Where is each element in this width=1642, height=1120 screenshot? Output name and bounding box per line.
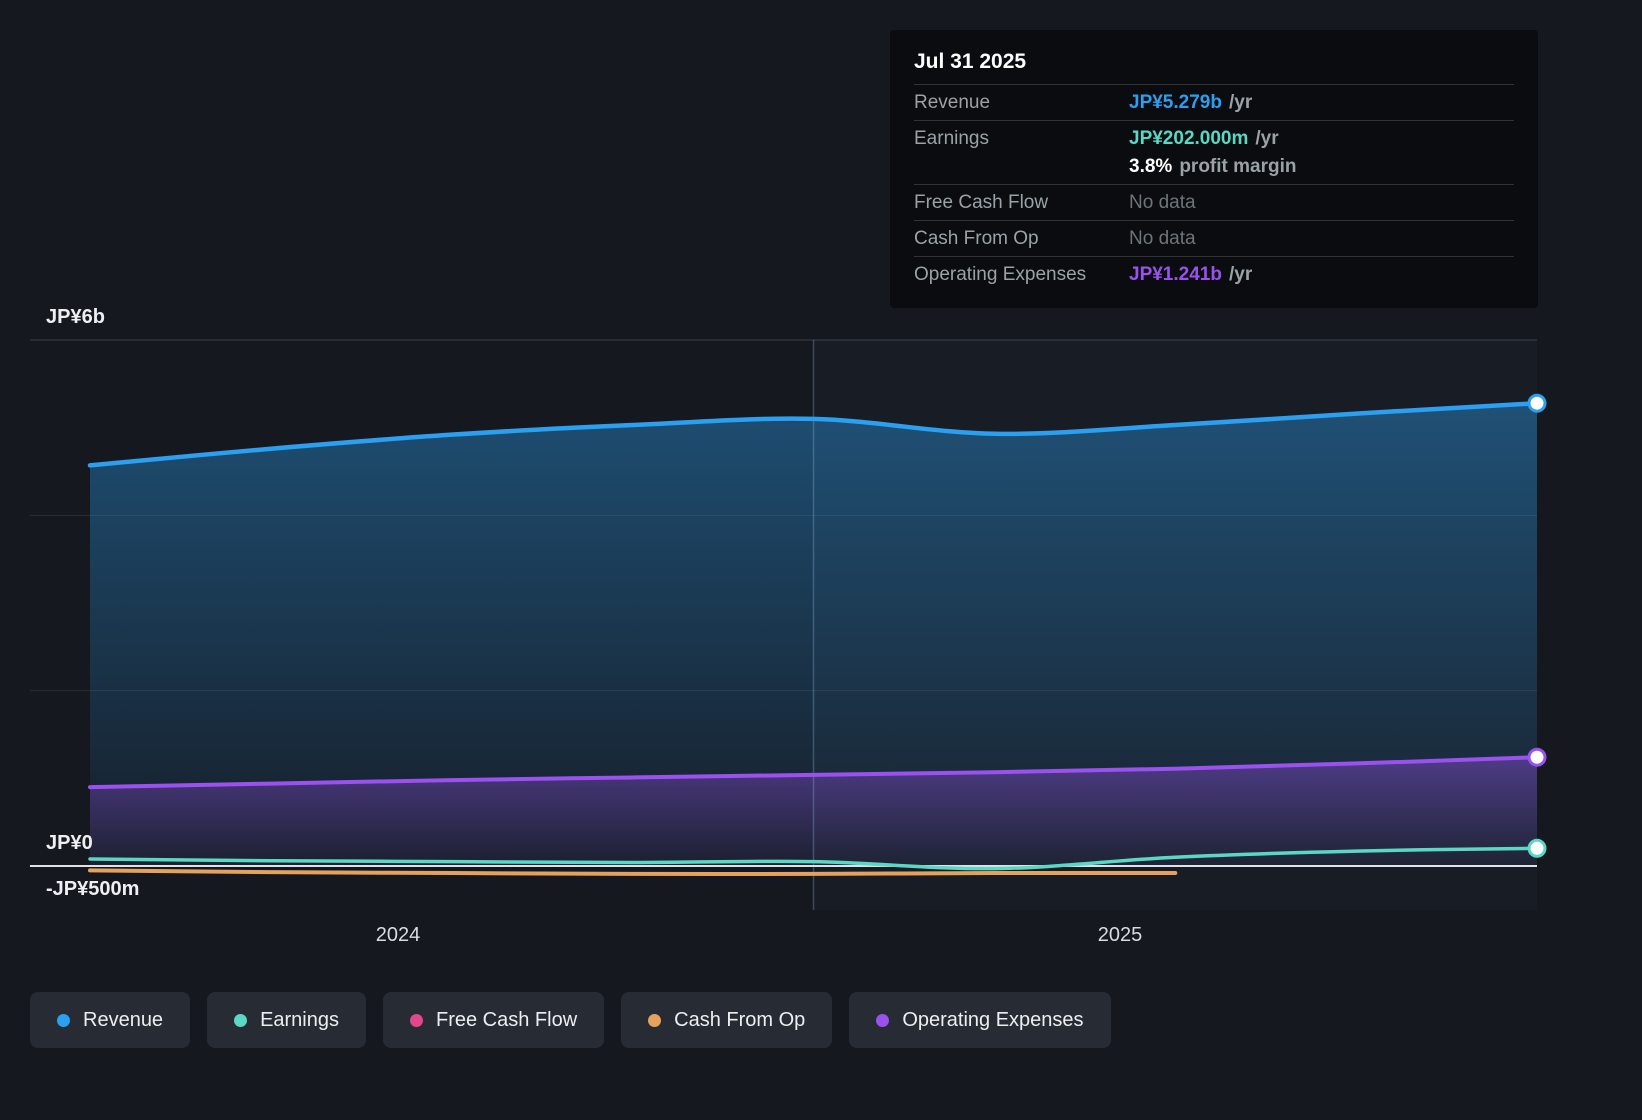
- legend-item-earnings[interactable]: Earnings: [207, 992, 366, 1048]
- legend-label: Revenue: [83, 1008, 164, 1031]
- tooltip-row-operating-expenses: Operating Expenses JP¥1.241b /yr: [914, 256, 1514, 292]
- tooltip-row-profit-margin: 3.8% profit margin: [914, 156, 1514, 184]
- tooltip-suffix: /yr: [1228, 92, 1253, 113]
- legend-label: Cash From Op: [674, 1008, 806, 1031]
- area-fills: [90, 403, 1537, 866]
- tooltip-suffix: profit margin: [1179, 156, 1297, 177]
- x-axis-label-2025: 2025: [1097, 924, 1143, 946]
- series-lines: [87, 400, 1540, 876]
- legend: Revenue Earnings Free Cash Flow Cash Fro…: [30, 992, 1111, 1048]
- free-cash-flow-dot-icon: [410, 1013, 423, 1027]
- cash-from-op-dot-icon: [648, 1013, 662, 1027]
- tooltip-label: Earnings: [914, 128, 989, 149]
- tooltip-label: Cash From Op: [914, 228, 1039, 249]
- legend-label: Free Cash Flow: [436, 1008, 578, 1031]
- tooltip-row-revenue: Revenue JP¥5.279b /yr: [914, 84, 1514, 120]
- tooltip-value: 3.8%: [1129, 156, 1173, 177]
- earnings-dot-icon: [234, 1013, 248, 1027]
- tooltip-label: Operating Expenses: [914, 264, 1087, 285]
- tooltip-suffix: /yr: [1255, 128, 1279, 149]
- tooltip-label: Free Cash Flow: [914, 192, 1049, 213]
- legend-item-operating-expenses[interactable]: Operating Expenses: [849, 992, 1111, 1048]
- tooltip-row-cash-from-op: Cash From Op No data: [914, 220, 1514, 256]
- y-axis-label-6b: JP¥6b: [46, 306, 105, 328]
- legend-item-revenue[interactable]: Revenue: [30, 992, 191, 1048]
- legend-label: Earnings: [260, 1008, 339, 1031]
- tooltip-row-earnings: Earnings JP¥202.000m /yr: [914, 120, 1514, 156]
- tooltip-value: No data: [1129, 192, 1196, 213]
- x-axis-label-2024: 2024: [375, 924, 421, 946]
- tooltip-value: JP¥5.279b: [1129, 92, 1222, 113]
- legend-item-cash-from-op[interactable]: Cash From Op: [621, 992, 833, 1048]
- series-end-markers: [1527, 393, 1547, 858]
- tooltip-date: Jul 31 2025: [914, 50, 1027, 73]
- tooltip-value: JP¥1.241b: [1129, 264, 1222, 285]
- operating-expenses-dot-icon: [876, 1013, 890, 1027]
- tooltip-row-free-cash-flow: Free Cash Flow No data: [914, 184, 1514, 220]
- legend-label: Operating Expenses: [902, 1008, 1084, 1031]
- revenue-dot-icon: [57, 1013, 70, 1027]
- y-axis-label-neg500m: -JP¥500m: [46, 878, 140, 900]
- y-axis-label-0: JP¥0: [46, 832, 93, 854]
- tooltip-label: Revenue: [914, 92, 991, 113]
- tooltip-value: JP¥202.000m: [1129, 128, 1249, 149]
- tooltip-suffix: /yr: [1228, 264, 1253, 285]
- legend-item-free-cash-flow[interactable]: Free Cash Flow: [383, 992, 605, 1048]
- tooltip-value: No data: [1129, 228, 1196, 249]
- chart-tooltip: Jul 31 2025 Revenue JP¥5.279b /yr Earnin…: [890, 30, 1538, 308]
